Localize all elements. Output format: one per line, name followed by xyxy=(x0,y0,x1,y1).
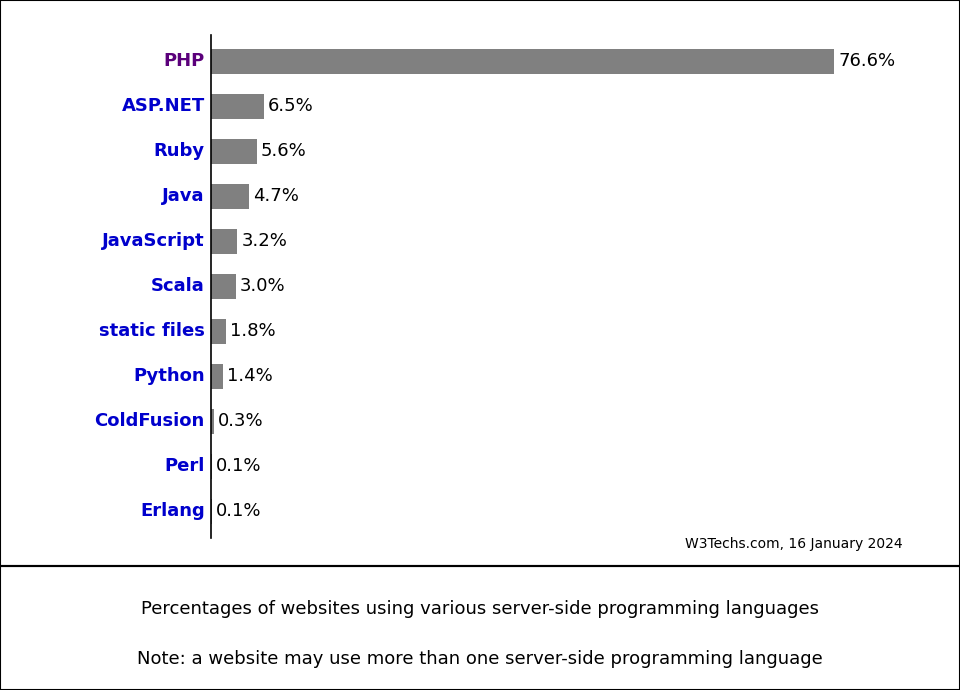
Text: 5.6%: 5.6% xyxy=(261,142,306,161)
Bar xyxy=(211,94,264,119)
Text: 1.8%: 1.8% xyxy=(229,322,276,340)
Bar xyxy=(211,229,237,254)
Text: Note: a website may use more than one server-side programming language: Note: a website may use more than one se… xyxy=(137,650,823,668)
Text: Scala: Scala xyxy=(151,277,204,295)
Text: Perl: Perl xyxy=(164,457,204,475)
Text: Ruby: Ruby xyxy=(154,142,204,161)
Text: Python: Python xyxy=(133,367,204,385)
Text: Java: Java xyxy=(162,188,204,206)
Bar xyxy=(211,274,235,299)
Text: 0.1%: 0.1% xyxy=(216,502,261,520)
Text: ASP.NET: ASP.NET xyxy=(122,97,204,115)
Bar xyxy=(211,49,834,74)
Text: PHP: PHP xyxy=(163,52,204,70)
Text: 3.2%: 3.2% xyxy=(241,233,287,250)
Text: JavaScript: JavaScript xyxy=(102,233,204,250)
Text: 1.4%: 1.4% xyxy=(227,367,273,385)
Text: Percentages of websites using various server-side programming languages: Percentages of websites using various se… xyxy=(141,600,819,618)
Text: 0.3%: 0.3% xyxy=(218,412,263,431)
Bar xyxy=(211,184,250,209)
Text: ColdFusion: ColdFusion xyxy=(94,412,204,431)
Text: 6.5%: 6.5% xyxy=(268,97,314,115)
Text: 76.6%: 76.6% xyxy=(838,52,896,70)
Text: W3Techs.com, 16 January 2024: W3Techs.com, 16 January 2024 xyxy=(684,538,902,551)
Bar xyxy=(211,364,223,388)
Text: Erlang: Erlang xyxy=(140,502,204,520)
Bar xyxy=(211,319,226,344)
Bar xyxy=(211,139,256,164)
Bar xyxy=(211,409,214,433)
Text: 4.7%: 4.7% xyxy=(253,188,300,206)
Text: 3.0%: 3.0% xyxy=(240,277,285,295)
Text: 0.1%: 0.1% xyxy=(216,457,261,475)
Text: static files: static files xyxy=(99,322,204,340)
